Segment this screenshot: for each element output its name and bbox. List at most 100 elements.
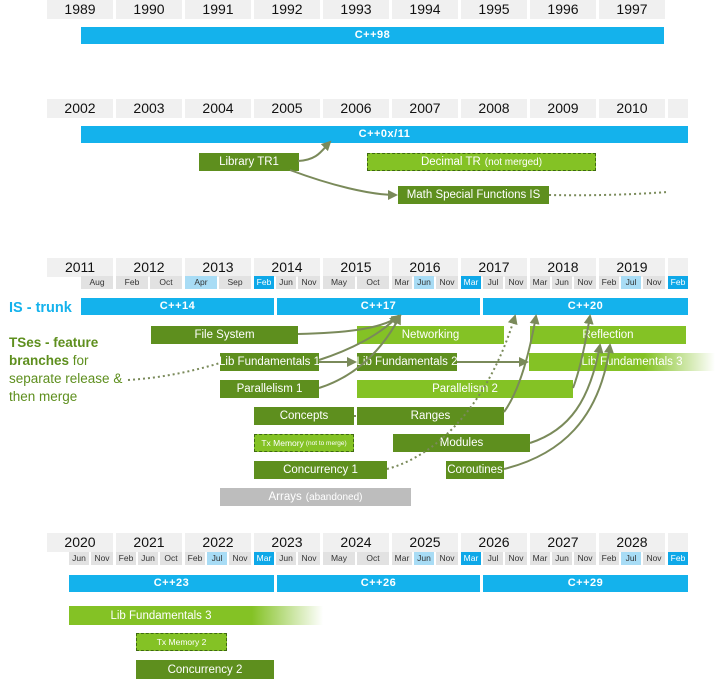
ts-math-special-functions: Math Special Functions IS: [398, 186, 549, 204]
month-label: Jun: [414, 552, 434, 565]
tses-rest: for separate release & then merge: [9, 353, 123, 404]
ts-label: Networking: [401, 329, 460, 341]
standard-bar-cpp26: C++26: [277, 575, 480, 592]
month-label: Feb: [116, 276, 148, 289]
month-label: Feb: [254, 276, 274, 289]
ts-note: (not to merge): [305, 439, 347, 447]
ts-label: Concepts: [279, 410, 329, 422]
ts-label: Math Special Functions IS: [406, 189, 541, 201]
month-label: Feb: [599, 276, 619, 289]
ts-label: Lib Fundamentals 1: [219, 356, 321, 368]
arrow-tr1-to-cpp11: [297, 140, 332, 162]
arrow-math-continue: [548, 191, 669, 197]
month-label: Jul: [483, 552, 503, 565]
ts-library-tr1: Library TR1: [199, 153, 299, 171]
ts-label: Modules: [439, 437, 484, 449]
month-label: Nov: [643, 552, 665, 565]
ts-decimal-tr: Decimal TR (not merged): [367, 153, 596, 171]
ts-note: (abandoned): [305, 491, 363, 503]
month-label: Feb: [599, 552, 619, 565]
month-label: Mar: [530, 552, 550, 565]
year-label: 2015: [323, 258, 389, 277]
year-label: 2025: [392, 533, 458, 552]
standard-bar-cpp14: C++14: [81, 298, 274, 315]
ts-label: Lib Fundamentals 2: [356, 356, 458, 368]
ts-lib-fundamentals-3-continued: Lib Fundamentals 3: [69, 606, 323, 625]
year-label: 2027: [530, 533, 596, 552]
year-label: 2005: [254, 99, 320, 118]
standard-bar-cpp23: C++23: [69, 575, 274, 592]
month-label: Nov: [436, 276, 458, 289]
month-label: Oct: [357, 276, 389, 289]
month-label: May: [323, 276, 355, 289]
month-label: Oct: [150, 276, 182, 289]
tses-bold: TSes - feature branches: [9, 335, 99, 368]
arrow-conc1-to-cpp20: [386, 314, 518, 470]
arrow-in-lf1: [127, 362, 221, 381]
year-label: 2023: [254, 533, 320, 552]
standard-bar-cpp17: C++17: [277, 298, 480, 315]
month-label: Nov: [436, 552, 458, 565]
arrow-par2-to-cpp20: [572, 314, 594, 389]
month-label: Jun: [414, 276, 434, 289]
year-label: 1995: [461, 0, 527, 19]
month-label: Jul: [207, 552, 227, 565]
year-label: 2018: [530, 258, 596, 277]
year-label: 2024: [323, 533, 389, 552]
ts-label: Library TR1: [219, 156, 279, 168]
ts-label: Lib Fundamentals 3: [110, 609, 212, 622]
month-label: Nov: [574, 552, 596, 565]
ts-parallelism-1: Parallelism 1: [220, 380, 319, 398]
month-label: Jun: [276, 552, 296, 565]
ts-file-system: File System: [151, 326, 298, 344]
month-label: Nov: [574, 276, 596, 289]
ts-label: Ranges: [410, 410, 451, 422]
arrow-fs-to-cpp17: [297, 314, 402, 335]
ts-lib-fundamentals-2: Lib Fundamentals 2: [356, 353, 458, 371]
ts-tx-memory-2: Tx Memory 2: [136, 633, 227, 651]
year-label-blank: [668, 533, 688, 552]
year-label: 2010: [599, 99, 665, 118]
arrow-par1-to-cpp17: [318, 314, 401, 389]
year-label: 2014: [254, 258, 320, 277]
ts-label: Tx Memory 2: [156, 637, 207, 647]
year-label: 1991: [185, 0, 251, 19]
year-label: 2006: [323, 99, 389, 118]
month-label: Oct: [160, 552, 182, 565]
arrow-coroutines-to-refl: [503, 343, 614, 470]
month-label: Mar: [461, 276, 481, 289]
ts-concepts: Concepts: [254, 407, 354, 425]
ts-label: Arrays: [268, 491, 302, 503]
year-label: 2019: [599, 258, 665, 277]
year-label: 2013: [185, 258, 251, 277]
arrow-tr1-to-math: [289, 169, 398, 200]
year-label: 2017: [461, 258, 527, 277]
ts-lib-fundamentals-1: Lib Fundamentals 1: [219, 353, 321, 371]
ts-label: Coroutines: [447, 464, 503, 476]
ts-label: Parallelism 1: [236, 383, 303, 395]
month-label: Nov: [643, 276, 665, 289]
year-label: 1994: [392, 0, 458, 19]
ts-note: (not merged): [484, 156, 543, 168]
month-label: Nov: [505, 552, 527, 565]
month-label: Jun: [552, 276, 572, 289]
month-label: Jul: [621, 276, 641, 289]
ts-label: Parallelism 2: [432, 383, 498, 395]
month-label: Mar: [461, 552, 481, 565]
month-label: Feb: [668, 276, 688, 289]
month-label: Jul: [483, 276, 503, 289]
month-label: Nov: [505, 276, 527, 289]
ts-coroutines: Coroutines: [446, 461, 504, 479]
year-label: 1990: [116, 0, 182, 19]
month-label: Jun: [69, 552, 89, 565]
month-label: Oct: [357, 552, 389, 565]
month-label: Nov: [91, 552, 113, 565]
ts-networking: Networking: [357, 326, 504, 344]
arrow-modules-to-refl: [529, 343, 604, 444]
ts-label: Concurrency 2: [167, 663, 243, 676]
month-label: Jun: [276, 276, 296, 289]
month-label: Nov: [298, 276, 320, 289]
year-label: 2022: [185, 533, 251, 552]
year-label: 2003: [116, 99, 182, 118]
